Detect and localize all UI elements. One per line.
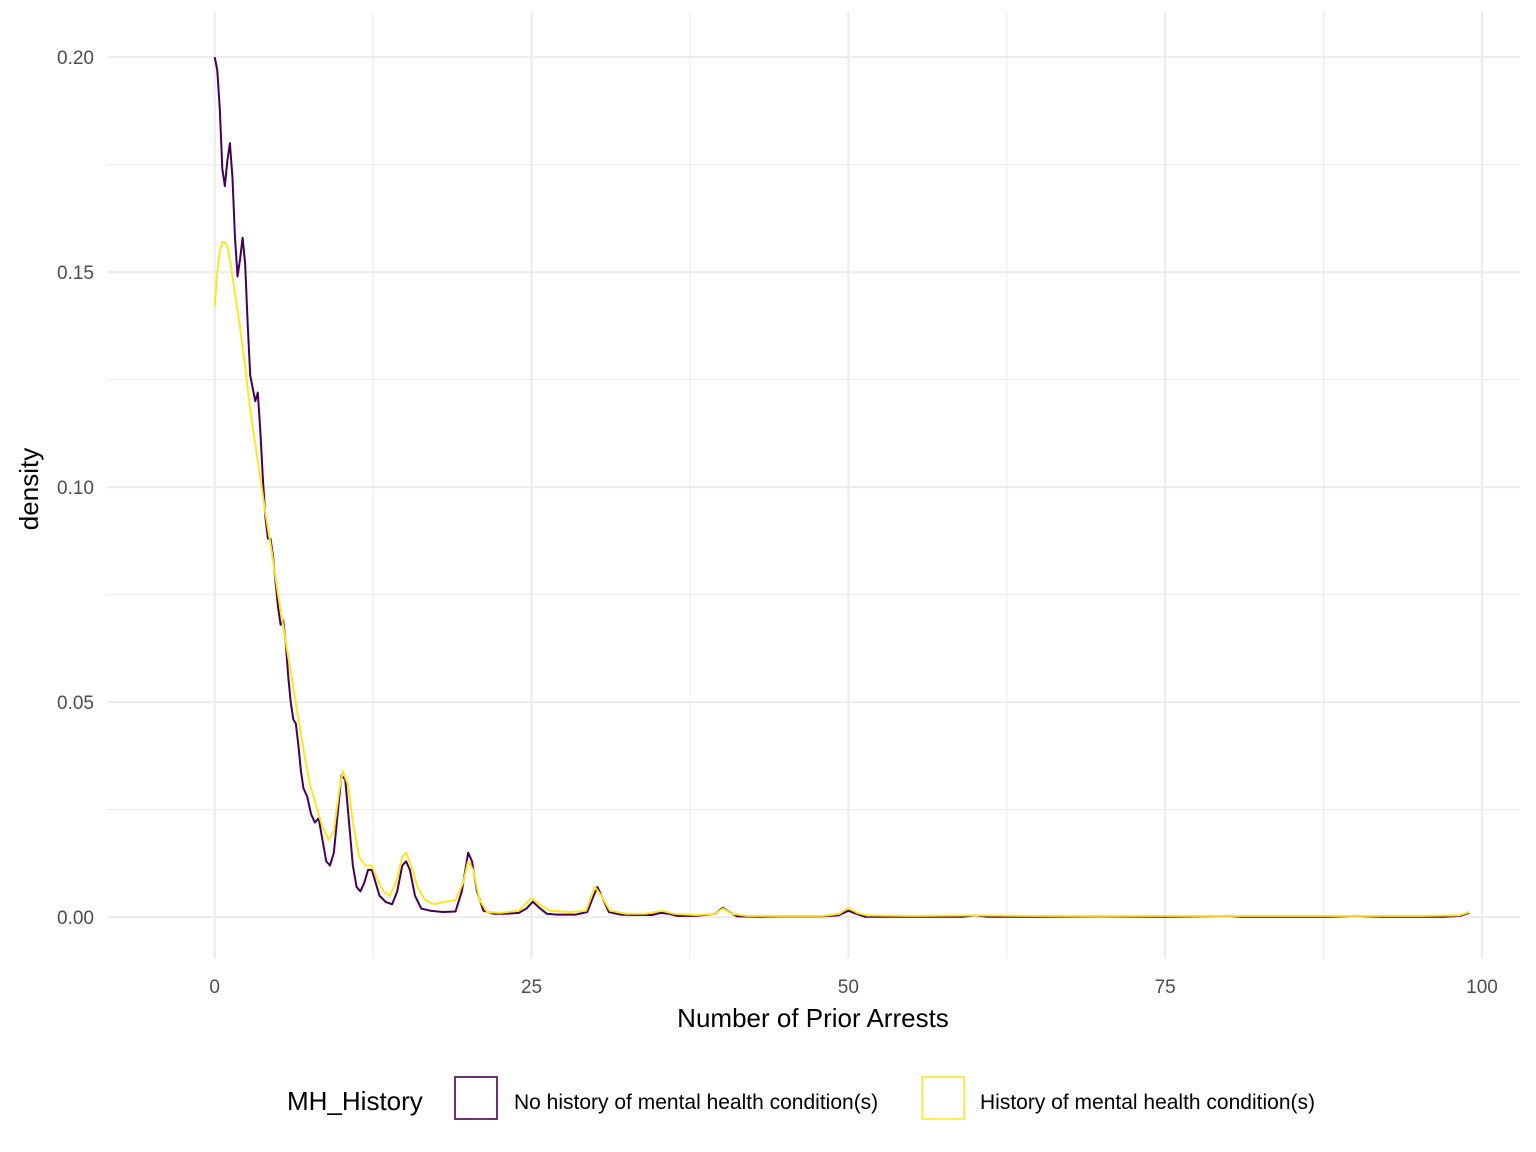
x-tick-label: 0 bbox=[209, 977, 220, 998]
legend-key-history bbox=[921, 1076, 965, 1120]
y-tick-label: 0.15 bbox=[57, 263, 94, 284]
y-tick-label: 0.05 bbox=[57, 693, 94, 714]
legend-label-history: History of mental health condition(s) bbox=[980, 1091, 1315, 1114]
y-axis-ticks: 0.00 0.05 0.10 0.15 0.20 bbox=[57, 48, 94, 929]
x-tick-label: 25 bbox=[521, 977, 542, 998]
x-tick-label: 100 bbox=[1466, 977, 1498, 998]
series-line-history bbox=[213, 241, 1470, 917]
x-tick-label: 50 bbox=[838, 977, 859, 998]
x-axis-title: Number of Prior Arrests bbox=[677, 1003, 949, 1033]
y-tick-label: 0.00 bbox=[57, 908, 94, 929]
legend-label-no-history: No history of mental health condition(s) bbox=[514, 1091, 878, 1114]
y-tick-label: 0.20 bbox=[57, 48, 94, 69]
legend: MH_History No history of mental health c… bbox=[287, 1076, 1315, 1120]
minor-gridlines bbox=[107, 12, 1520, 958]
series-layer bbox=[213, 56, 1470, 918]
legend-title: MH_History bbox=[287, 1086, 423, 1116]
x-tick-label: 75 bbox=[1155, 977, 1176, 998]
legend-key-no-history bbox=[454, 1076, 498, 1120]
y-axis-title: density bbox=[14, 448, 44, 530]
y-tick-label: 0.10 bbox=[57, 478, 94, 499]
x-axis-ticks: 0 25 50 75 100 bbox=[209, 977, 1497, 998]
